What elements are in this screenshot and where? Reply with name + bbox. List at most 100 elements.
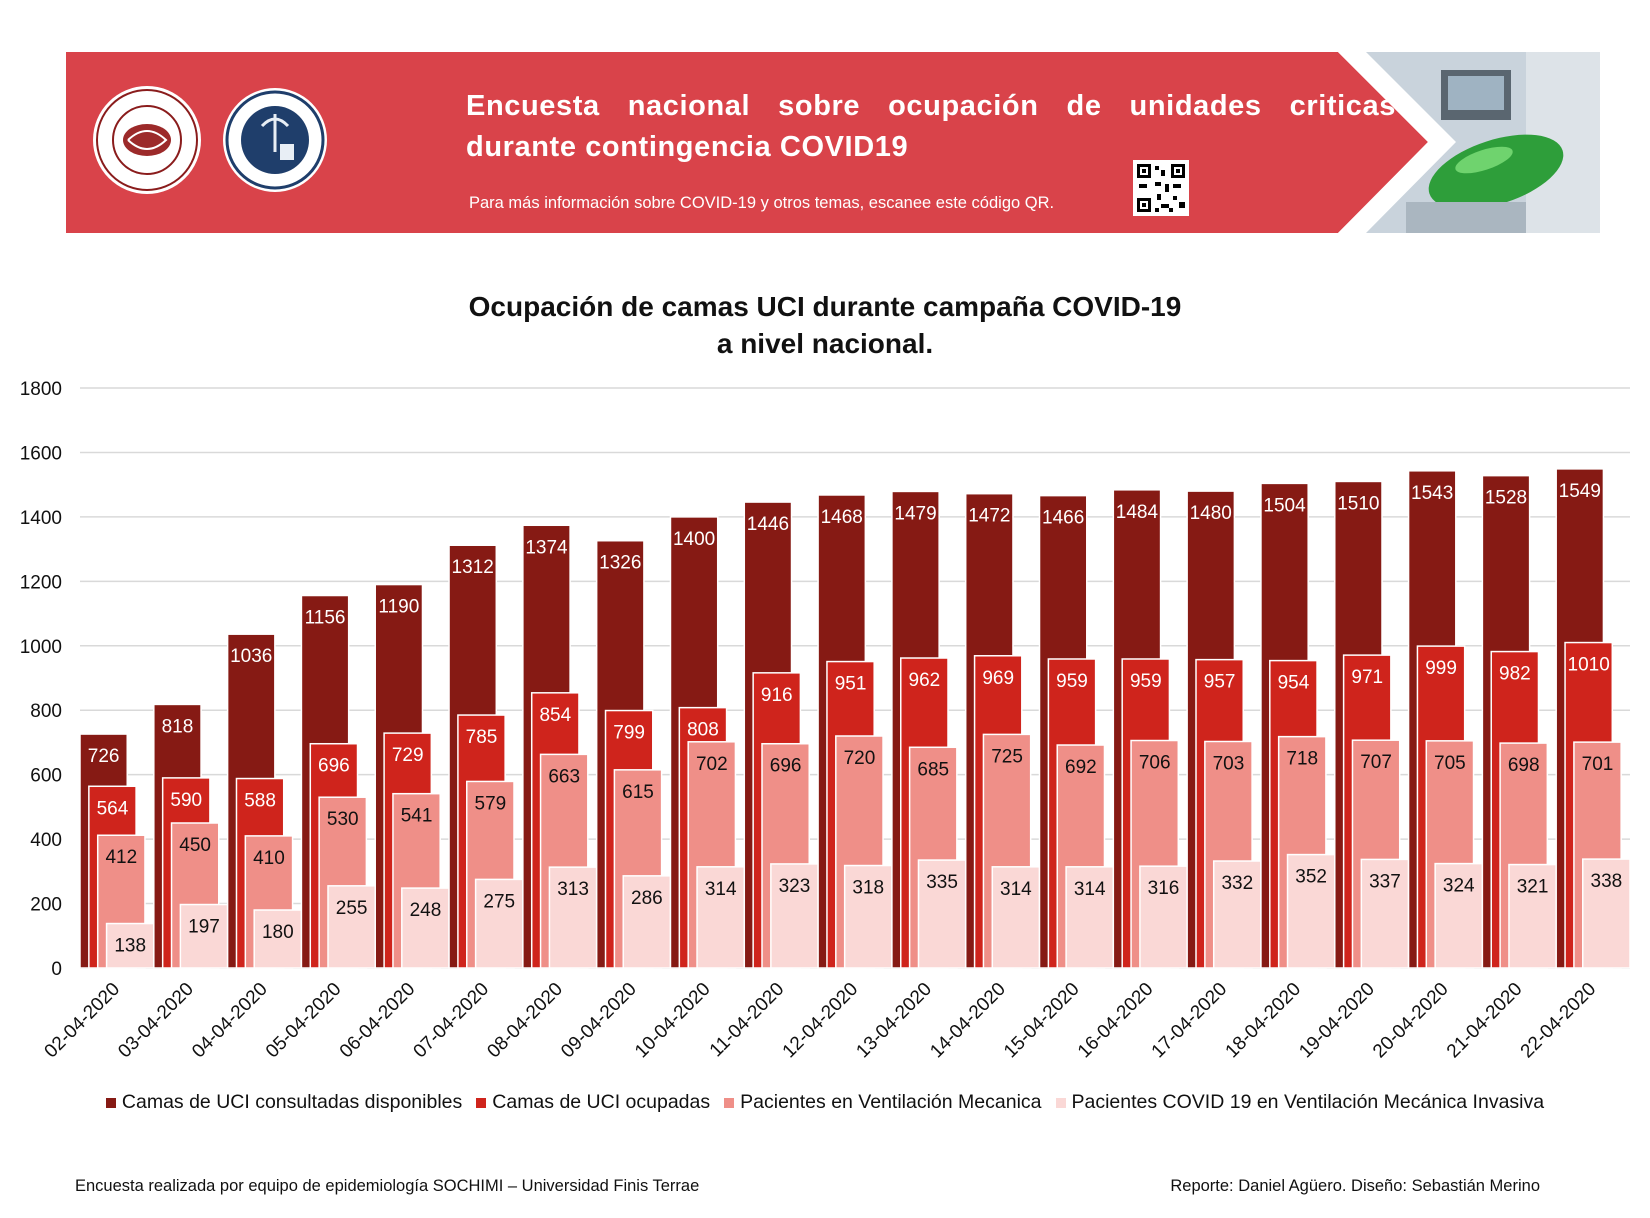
data-label-covid-ventilation-patients: 335: [926, 872, 958, 893]
x-tick-label: 05-04-2020: [262, 979, 346, 1063]
data-label-available-beds: 1466: [1042, 508, 1084, 529]
bar-covid-ventilation-patients: [843, 864, 893, 969]
bar-covid-ventilation-patients: [917, 859, 967, 969]
data-label-covid-ventilation-patients: 338: [1591, 871, 1623, 892]
bar-covid-ventilation-patients: [253, 909, 303, 969]
legend-swatch: [105, 1097, 116, 1108]
data-label-available-beds: 1479: [894, 503, 936, 524]
data-label-occupied-beds: 785: [466, 727, 498, 748]
bar-covid-ventilation-patients: [1286, 853, 1336, 969]
header-banner: Encuesta nacional sobre ocupación de uni…: [66, 52, 1600, 233]
bar-covid-ventilation-patients: [1212, 860, 1262, 969]
data-label-available-beds: 1472: [968, 506, 1010, 527]
x-tick-label: 02-04-2020: [41, 979, 125, 1063]
data-label-available-beds: 1036: [230, 646, 272, 667]
data-label-available-beds: 1446: [747, 514, 789, 535]
data-label-available-beds: 1400: [673, 529, 715, 550]
data-label-available-beds: 1549: [1559, 481, 1601, 502]
legend-swatch: [1055, 1097, 1066, 1108]
data-label-ventilation-patients: 720: [844, 748, 876, 769]
x-tick-label: 06-04-2020: [336, 979, 420, 1063]
x-tick-label: 17-04-2020: [1148, 979, 1232, 1063]
x-tick-label: 22-04-2020: [1517, 979, 1601, 1063]
equipment-photo: [1366, 52, 1600, 233]
legend-label: Camas de UCI ocupadas: [492, 1091, 711, 1113]
x-tick-label: 13-04-2020: [852, 979, 936, 1063]
data-label-ventilation-patients: 698: [1508, 755, 1540, 776]
data-label-occupied-beds: 588: [244, 791, 276, 812]
banner-title: Encuesta nacional sobre ocupación de uni…: [466, 90, 1396, 163]
data-label-covid-ventilation-patients: 138: [114, 936, 146, 957]
data-label-covid-ventilation-patients: 197: [188, 917, 220, 938]
data-label-available-beds: 1156: [305, 608, 346, 629]
data-label-occupied-beds: 957: [1204, 672, 1236, 693]
x-tick-label: 18-04-2020: [1222, 979, 1306, 1063]
y-tick-label: 1800: [20, 379, 62, 400]
y-tick-label: 800: [30, 701, 62, 722]
data-label-covid-ventilation-patients: 352: [1295, 867, 1327, 888]
data-label-ventilation-patients: 579: [475, 793, 507, 814]
data-label-covid-ventilation-patients: 337: [1369, 871, 1401, 892]
bar-covid-ventilation-patients: [474, 878, 524, 969]
footer-credit: Encuesta realizada por equipo de epidemi…: [75, 1177, 700, 1195]
y-tick-label: 1000: [20, 637, 62, 658]
data-label-covid-ventilation-patients: 314: [705, 879, 737, 900]
x-tick-label: 19-04-2020: [1295, 979, 1379, 1063]
data-label-covid-ventilation-patients: 332: [1221, 873, 1253, 894]
data-label-available-beds: 1468: [821, 507, 863, 528]
y-tick-label: 1400: [20, 508, 62, 529]
qr-code-icon[interactable]: [1133, 160, 1189, 216]
data-label-available-beds: 1480: [1190, 503, 1232, 524]
data-label-covid-ventilation-patients: 275: [483, 891, 515, 912]
y-tick-label: 0: [51, 959, 62, 980]
data-label-available-beds: 1484: [1116, 502, 1159, 523]
data-label-occupied-beds: 999: [1425, 658, 1457, 679]
data-label-occupied-beds: 982: [1499, 664, 1531, 685]
bar-covid-ventilation-patients: [1582, 858, 1631, 969]
x-tick-label: 09-04-2020: [557, 979, 641, 1063]
data-label-ventilation-patients: 703: [1213, 753, 1245, 774]
data-label-occupied-beds: 590: [170, 790, 202, 811]
legend-item-occupied-beds: Camas de UCI ocupadas: [476, 1091, 710, 1114]
bar-covid-ventilation-patients: [622, 875, 672, 969]
bar-covid-ventilation-patients: [401, 887, 450, 969]
data-label-available-beds: 1326: [599, 553, 641, 574]
x-tick-label: 08-04-2020: [483, 979, 567, 1063]
y-tick-label: 1200: [20, 572, 62, 593]
y-tick-label: 200: [30, 895, 62, 916]
data-label-occupied-beds: 1010: [1568, 655, 1610, 676]
data-label-ventilation-patients: 701: [1582, 754, 1614, 775]
data-label-available-beds: 818: [162, 716, 194, 737]
bar-covid-ventilation-patients: [991, 866, 1041, 969]
data-label-occupied-beds: 854: [539, 705, 571, 726]
data-label-ventilation-patients: 696: [770, 756, 802, 777]
bar-covid-ventilation-patients: [327, 885, 376, 969]
data-label-occupied-beds: 564: [97, 798, 129, 819]
x-tick-label: 14-04-2020: [926, 979, 1010, 1063]
legend-label: Camas de UCI consultadas disponibles: [121, 1091, 463, 1113]
data-label-ventilation-patients: 702: [696, 754, 728, 775]
data-label-occupied-beds: 959: [1130, 671, 1162, 692]
data-label-ventilation-patients: 412: [105, 847, 137, 868]
data-label-occupied-beds: 959: [1056, 671, 1088, 692]
bar-chart: 0 200 400 600 800 1000 1200 1400 1600 1800 726 564 4…: [20, 379, 1631, 1063]
legend-item-ventilation-patients: Pacientes en Ventilación Mecanica: [724, 1091, 1042, 1114]
data-label-covid-ventilation-patients: 318: [852, 878, 884, 899]
data-label-covid-ventilation-patients: 314: [1000, 879, 1032, 900]
bar-covid-ventilation-patients: [1360, 858, 1410, 969]
data-label-occupied-beds: 799: [613, 723, 645, 744]
data-label-occupied-beds: 808: [687, 720, 719, 741]
banner-subtitle: Para más información sobre COVID-19 y ot…: [469, 194, 1055, 212]
data-label-occupied-beds: 696: [318, 756, 350, 777]
data-label-covid-ventilation-patients: 255: [336, 898, 368, 919]
data-label-covid-ventilation-patients: 314: [1074, 879, 1106, 900]
data-label-available-beds: 1374: [525, 537, 568, 558]
data-label-ventilation-patients: 707: [1360, 752, 1392, 773]
data-label-ventilation-patients: 706: [1139, 753, 1171, 774]
data-label-available-beds: 1543: [1411, 483, 1453, 504]
banner-background: [66, 52, 1600, 233]
chart-legend: Camas de UCI consultadas disponibles Cama…: [0, 1091, 1650, 1114]
bar-covid-ventilation-patients: [1139, 865, 1188, 969]
data-label-occupied-beds: 951: [835, 674, 867, 695]
x-tick-label: 20-04-2020: [1369, 979, 1453, 1063]
